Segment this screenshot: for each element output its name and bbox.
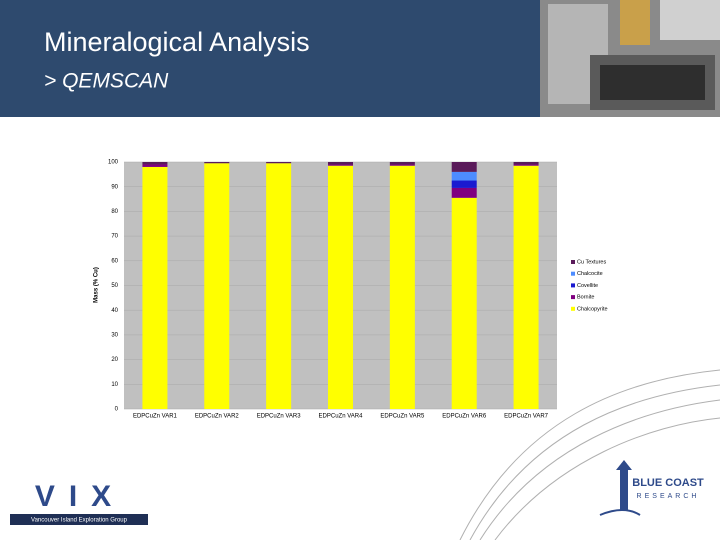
legend-label: Chalcopyrite <box>577 306 608 312</box>
bar-segment <box>451 171 477 181</box>
decor-curves <box>459 369 720 540</box>
y-tick-label: 20 <box>111 357 118 363</box>
x-tick-label: EDPCuZn VAR5 <box>380 414 425 420</box>
bar-segment <box>389 162 415 165</box>
slide-title: Mineralogical Analysis <box>44 27 310 57</box>
y-tick-label: 0 <box>115 407 119 413</box>
x-tick-label: EDPCuZn VAR1 <box>133 414 178 420</box>
bar-segment <box>513 162 539 165</box>
bar-segment <box>389 164 415 166</box>
bar-segment <box>513 165 539 409</box>
y-tick-label: 80 <box>111 209 118 215</box>
legend-swatch <box>571 260 575 264</box>
y-tick-label: 60 <box>111 258 118 264</box>
legend-swatch <box>571 295 575 300</box>
y-tick-label: 50 <box>111 283 118 289</box>
bar-segment <box>142 166 168 409</box>
y-tick-label: 30 <box>111 332 118 338</box>
bar-segment <box>328 162 353 165</box>
chart: 0 10 20 30 40 50 60 70 80 90 100 EDPCuZn VAR1 EDPCuZ… <box>108 160 608 420</box>
y-axis-label: Mass (% Cu) <box>94 267 100 303</box>
bar-segment <box>204 163 230 409</box>
photo <box>540 0 720 117</box>
legend-label: Chalcocite <box>577 271 603 277</box>
legend-swatch <box>571 271 575 276</box>
bar-segment <box>142 164 168 167</box>
legend-label: Covellite <box>577 283 598 289</box>
bcr-sub: RESEARCH <box>637 493 700 500</box>
bar-segment <box>389 165 415 409</box>
x-tick-label: EDPCuZn VAR2 <box>195 414 240 420</box>
x-tick-label: EDPCuZn VAR7 <box>504 414 549 420</box>
vix-text: VIX <box>35 480 125 513</box>
bar-segment <box>451 162 477 172</box>
y-tick-label: 100 <box>108 160 119 166</box>
bcr-logo: BLUE COAST RESEARCH <box>599 460 704 516</box>
bar-segment <box>451 197 477 409</box>
bar-segment <box>451 187 477 198</box>
legend-swatch <box>571 283 575 288</box>
bar-segment <box>142 162 168 165</box>
vix-logo: VIX Vancouver Island Exploration Group <box>10 480 148 525</box>
vix-caption: Vancouver Island Exploration Group <box>31 518 128 524</box>
x-tick-label: EDPCuZn VAR3 <box>257 414 302 420</box>
bar-segment <box>266 162 292 164</box>
y-tick-label: 70 <box>111 234 118 240</box>
y-tick-label: 10 <box>111 382 118 388</box>
legend-label: Cu Textures <box>577 259 606 265</box>
bar-segment <box>451 180 477 188</box>
bcr-title: BLUE COAST <box>632 477 704 489</box>
y-tick-label: 90 <box>111 184 118 190</box>
bar-segment <box>513 164 539 166</box>
bar-segment <box>328 165 353 409</box>
bar-segment <box>328 164 353 166</box>
y-tick-label: 40 <box>111 308 118 314</box>
legend-swatch <box>571 306 575 311</box>
bar-segment <box>204 162 230 164</box>
slide-subtitle: > QEMSCAN <box>44 70 169 93</box>
x-tick-label: EDPCuZn VAR6 <box>442 414 487 420</box>
bar-segment <box>266 163 292 409</box>
x-tick-label: EDPCuZn VAR4 <box>319 414 364 420</box>
header-band <box>0 0 540 117</box>
legend-label: Bornite <box>577 295 594 301</box>
